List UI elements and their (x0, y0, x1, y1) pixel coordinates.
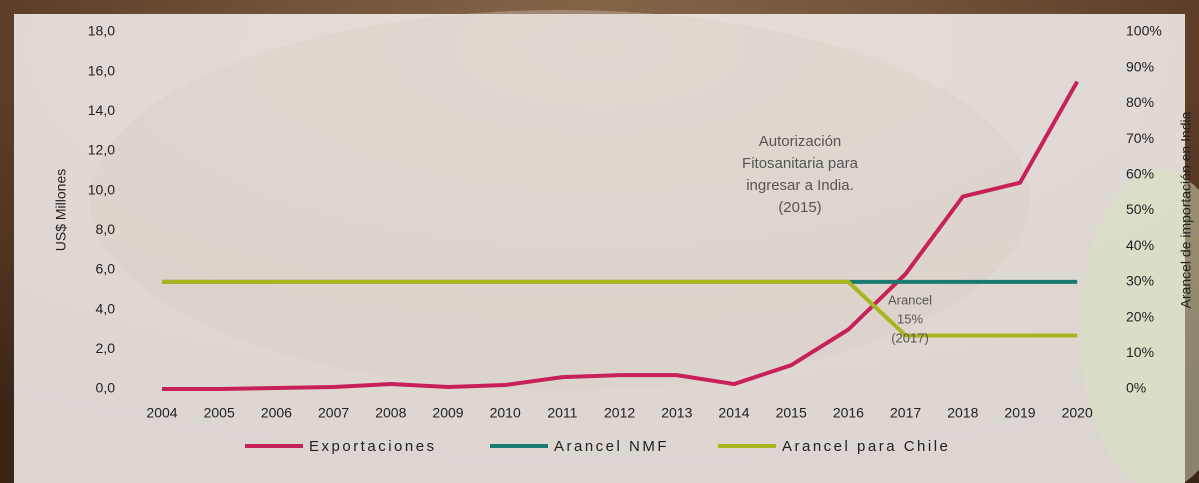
x-tick-label: 2011 (547, 405, 577, 421)
y2-tick-label: 100% (1126, 23, 1162, 39)
annotation: Autorización (759, 133, 842, 150)
y-tick-label: 16,0 (88, 62, 115, 78)
annotation: ingresar a India. (746, 177, 854, 194)
legend-text: Arancel para Chile (782, 438, 950, 455)
y2-tick-label: 80% (1126, 94, 1154, 110)
y-tick-label: 12,0 (88, 142, 115, 158)
chart-panel (14, 14, 1185, 483)
x-tick-label: 2016 (833, 405, 864, 421)
series-line (162, 279, 1078, 338)
x-tick-label: 2019 (1004, 405, 1035, 421)
y-tick-label: 4,0 (96, 300, 116, 316)
annotation: 15% (897, 311, 923, 326)
x-tick-label: 2006 (261, 405, 292, 421)
x-tick-label: 2012 (604, 405, 635, 421)
y-axis-title: US$ Millones (53, 169, 69, 251)
y-tick-label: 2,0 (96, 340, 116, 356)
y-tick-label: 18,0 (88, 23, 115, 39)
x-tick-label: 2018 (947, 405, 978, 421)
annotation: (2017) (891, 330, 929, 345)
annotation: Arancel (888, 292, 932, 307)
y2-tick-label: 90% (1126, 58, 1154, 74)
x-tick-label: 2010 (490, 405, 521, 421)
y-tick-label: 8,0 (96, 221, 116, 237)
y2-tick-label: 0% (1126, 380, 1146, 396)
series-line (162, 80, 1079, 391)
x-tick-label: 2015 (776, 405, 807, 421)
legend-text: Arancel NMF (554, 438, 669, 455)
x-tick-label: 2014 (718, 405, 749, 421)
x-tick-label: 2013 (661, 405, 692, 421)
y2-tick-label: 30% (1126, 273, 1154, 289)
x-tick-label: 2020 (1062, 405, 1093, 421)
x-tick-label: 2009 (432, 405, 463, 421)
y-tick-label: 10,0 (88, 181, 115, 197)
y-tick-label: 0,0 (96, 380, 116, 396)
legend-text: Exportaciones (309, 438, 437, 455)
background-shape (90, 10, 1030, 390)
x-tick-label: 2017 (890, 405, 921, 421)
x-tick-label: 2005 (204, 405, 235, 421)
background-shape (1080, 170, 1199, 483)
y-tick-label: 14,0 (88, 102, 115, 118)
annotation: Fitosanitaria para (742, 155, 859, 172)
annotation: (2015) (778, 199, 821, 216)
y2-axis-title: Arancel de importación en India (1178, 111, 1194, 308)
y2-tick-label: 40% (1126, 237, 1154, 253)
y2-tick-label: 70% (1126, 130, 1154, 146)
x-tick-label: 2004 (146, 405, 177, 421)
x-tick-label: 2008 (375, 405, 406, 421)
y2-tick-label: 50% (1126, 201, 1154, 217)
y2-tick-label: 60% (1126, 166, 1154, 182)
y2-tick-label: 20% (1126, 308, 1154, 324)
y2-tick-label: 10% (1126, 344, 1154, 360)
x-tick-label: 2007 (318, 405, 349, 421)
y-tick-label: 6,0 (96, 261, 116, 277)
